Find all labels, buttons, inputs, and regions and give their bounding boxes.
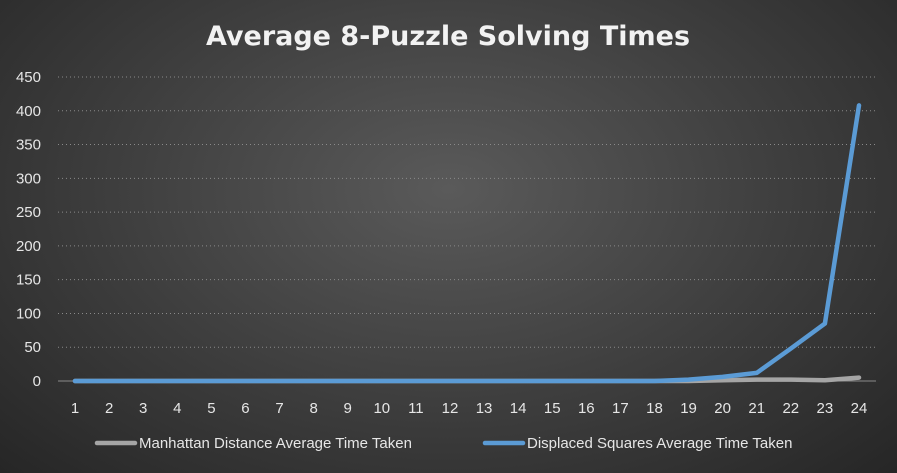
x-tick-label: 20 xyxy=(714,400,731,417)
y-tick-label: 50 xyxy=(24,339,41,356)
legend-label: Manhattan Distance Average Time Taken xyxy=(139,435,412,452)
gridlines xyxy=(58,76,876,382)
x-tick-label: 24 xyxy=(851,400,868,417)
x-tick-label: 18 xyxy=(646,400,663,417)
x-tick-label: 21 xyxy=(748,400,765,417)
x-tick-label: 1 xyxy=(71,400,79,417)
x-tick-label: 5 xyxy=(207,400,215,417)
x-tick-label: 19 xyxy=(680,400,697,417)
x-tick-label: 11 xyxy=(408,400,424,417)
x-tick-label: 16 xyxy=(578,400,595,417)
x-tick-label: 7 xyxy=(275,400,283,417)
x-axis-ticks: 1 2 3 4 5 6 7 8 9 10 11 12 13 14 15 16 17 18 19 20 21 22 23 24 xyxy=(71,400,867,417)
y-tick-label: 350 xyxy=(16,137,41,154)
x-tick-label: 6 xyxy=(241,400,249,417)
x-tick-label: 12 xyxy=(442,400,459,417)
x-tick-label: 2 xyxy=(105,400,113,417)
x-tick-label: 23 xyxy=(817,400,834,417)
series-line-2 xyxy=(72,103,862,384)
x-tick-label: 13 xyxy=(476,400,493,417)
x-tick-label: 17 xyxy=(612,400,629,417)
x-tick-label: 4 xyxy=(173,400,181,417)
x-tick-label: 3 xyxy=(139,400,147,417)
series-lines xyxy=(72,103,862,384)
x-tick-label: 15 xyxy=(544,400,561,417)
y-tick-label: 0 xyxy=(33,373,41,390)
y-tick-label: 200 xyxy=(16,238,41,255)
chart-title: Average 8-Puzzle Solving Times xyxy=(206,21,690,52)
y-tick-label: 100 xyxy=(16,305,41,322)
x-tick-label: 9 xyxy=(344,400,352,417)
legend-label: Displaced Squares Average Time Taken xyxy=(527,435,792,452)
x-tick-label: 14 xyxy=(510,400,527,417)
y-tick-label: 250 xyxy=(16,204,41,221)
x-tick-label: 8 xyxy=(309,400,317,417)
y-tick-label: 400 xyxy=(16,103,41,120)
y-tick-label: 150 xyxy=(16,272,41,289)
legend: Manhattan Distance Average Time Taken Dis… xyxy=(94,435,792,452)
y-tick-label: 300 xyxy=(16,170,41,187)
x-tick-label: 10 xyxy=(373,400,390,417)
y-tick-label: 450 xyxy=(16,69,41,86)
x-tick-label: 22 xyxy=(782,400,799,417)
y-axis-ticks: 0 50 100 150 200 250 300 350 400 450 xyxy=(16,69,41,390)
